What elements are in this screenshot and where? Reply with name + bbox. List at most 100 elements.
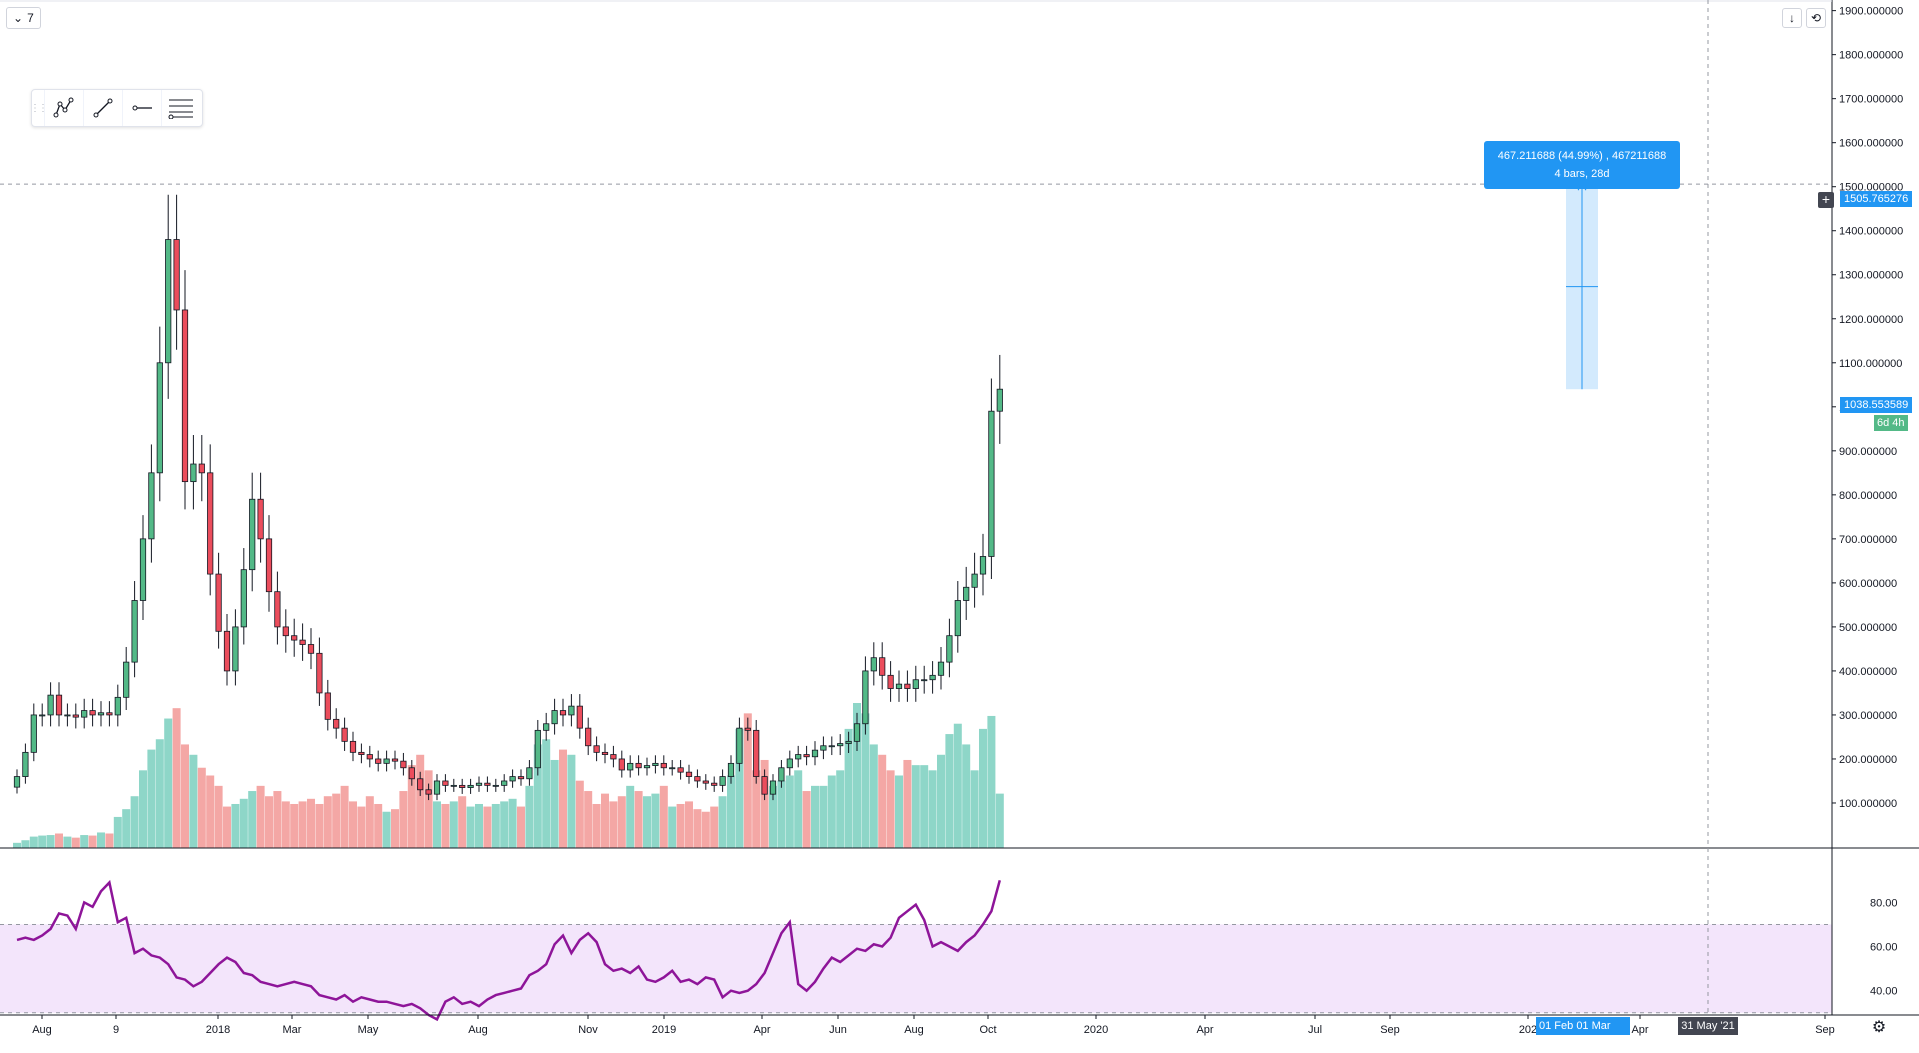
- candle-body: [13, 776, 21, 788]
- price-tick-label: 700.000000: [1839, 534, 1897, 546]
- time-tick-label: Apr: [753, 1024, 770, 1036]
- candle-body: [946, 635, 953, 663]
- price-tick-label: 1700.000000: [1839, 94, 1903, 106]
- volume-bar: [559, 749, 567, 848]
- price-tick-label: 1200.000000: [1839, 314, 1903, 326]
- trend-line-icon[interactable]: [83, 90, 122, 126]
- candle-body: [811, 749, 819, 758]
- price-tick-label: 1100.000000: [1839, 358, 1902, 370]
- volume-bar: [172, 708, 181, 848]
- volume-bar: [970, 770, 979, 848]
- measure-date-range: 01 Feb 01 Mar '21: [1536, 1017, 1630, 1050]
- candle-body: [509, 776, 516, 782]
- candle-body: [257, 498, 264, 540]
- pattern-tool-icon[interactable]: [44, 90, 83, 126]
- volume-bar: [836, 770, 845, 848]
- candle-body: [727, 762, 735, 777]
- drag-handle-icon[interactable]: ⋮⋮: [30, 102, 48, 114]
- candle-body: [22, 751, 29, 777]
- candle-body: [232, 626, 239, 672]
- volume-bar: [46, 835, 55, 848]
- volume-bar: [298, 801, 307, 848]
- rsi-tick-label: 60.00: [1870, 942, 1898, 954]
- price-tick-label: 400.000000: [1839, 666, 1897, 678]
- volume-bar: [323, 796, 332, 848]
- candle-body: [534, 729, 541, 769]
- gear-icon[interactable]: ⚙: [1871, 1019, 1887, 1036]
- fib-levels-icon[interactable]: [161, 90, 200, 126]
- volume-bar: [937, 754, 945, 848]
- price-tick-label: 600.000000: [1839, 578, 1897, 590]
- rsi-band: [0, 924, 1832, 1013]
- rsi-panel: 40.00 60.00 80.00: [0, 879, 1898, 1022]
- volume-bar: [525, 785, 534, 848]
- candle-body: [954, 600, 961, 637]
- volume-bar: [164, 718, 173, 848]
- time-tick-label: Apr: [1196, 1024, 1213, 1036]
- candle-body: [736, 727, 743, 764]
- candle-body: [694, 776, 701, 782]
- volume-bar: [962, 744, 971, 848]
- download-icon[interactable]: ↓: [1782, 8, 1802, 28]
- volume-bar: [853, 703, 861, 848]
- rsi-line: [16, 879, 1002, 1022]
- candle-body: [81, 710, 88, 718]
- candle-body: [249, 498, 256, 571]
- volume-bar: [365, 796, 374, 848]
- candle-body: [366, 754, 373, 760]
- volume-bar: [760, 759, 769, 848]
- volume-bar: [533, 744, 542, 848]
- candle-body: [333, 718, 340, 729]
- volume-bar: [374, 803, 383, 848]
- candle-body: [106, 712, 113, 716]
- volume-bar: [928, 770, 937, 848]
- price-tick-label: 1900.000000: [1839, 6, 1903, 18]
- candle-body: [769, 780, 777, 795]
- volume-bar: [701, 811, 710, 848]
- volume-bar: [315, 803, 324, 848]
- volume-bar: [38, 835, 47, 848]
- crosshair-date-tag: 31 May '21: [1678, 1017, 1738, 1035]
- volume-bar: [819, 785, 828, 848]
- price-tick-label: 300.000000: [1839, 710, 1897, 722]
- interval-selector[interactable]: ⌄ 7: [6, 7, 41, 29]
- candle-body: [879, 657, 886, 676]
- reset-scale-icon[interactable]: ⟲: [1806, 8, 1826, 28]
- volume-bar: [626, 785, 635, 848]
- candle-body: [744, 727, 751, 731]
- candle-body: [190, 463, 197, 483]
- horizontal-ray-icon[interactable]: [122, 90, 161, 126]
- candle-body: [761, 776, 768, 795]
- volume-bar: [693, 809, 702, 848]
- add-alert-icon[interactable]: +: [1818, 192, 1834, 208]
- candle-body: [391, 758, 399, 762]
- candle-body: [383, 758, 390, 764]
- volume-bar: [97, 832, 105, 848]
- candle-body: [988, 410, 995, 557]
- time-tick-label: Sep: [1380, 1024, 1400, 1036]
- candle-body: [433, 780, 441, 795]
- volume-bar: [500, 801, 509, 848]
- candle-body: [803, 754, 810, 758]
- candle-body: [450, 784, 457, 787]
- candle-body: [223, 630, 231, 672]
- price-tick-label: 1300.000000: [1839, 270, 1903, 282]
- candle-body: [576, 705, 583, 729]
- volume-bar: [206, 775, 215, 848]
- volume-bar: [382, 811, 391, 848]
- candle-body: [274, 591, 281, 628]
- volume-bar: [659, 785, 668, 848]
- volume-bar: [155, 739, 164, 848]
- volume-bar: [827, 775, 836, 848]
- volume-bar: [550, 759, 559, 848]
- volume-bar: [609, 801, 618, 848]
- candle-body: [123, 661, 130, 698]
- candle-body: [685, 771, 693, 777]
- volume-bar: [273, 791, 282, 848]
- candle-body: [97, 712, 105, 716]
- measure-tooltip: 467.211688 (44.99%) , 467211688 4 bars, …: [1484, 141, 1680, 189]
- candle-body: [349, 740, 357, 753]
- volume-bar: [945, 734, 954, 848]
- volume-bar: [130, 796, 139, 848]
